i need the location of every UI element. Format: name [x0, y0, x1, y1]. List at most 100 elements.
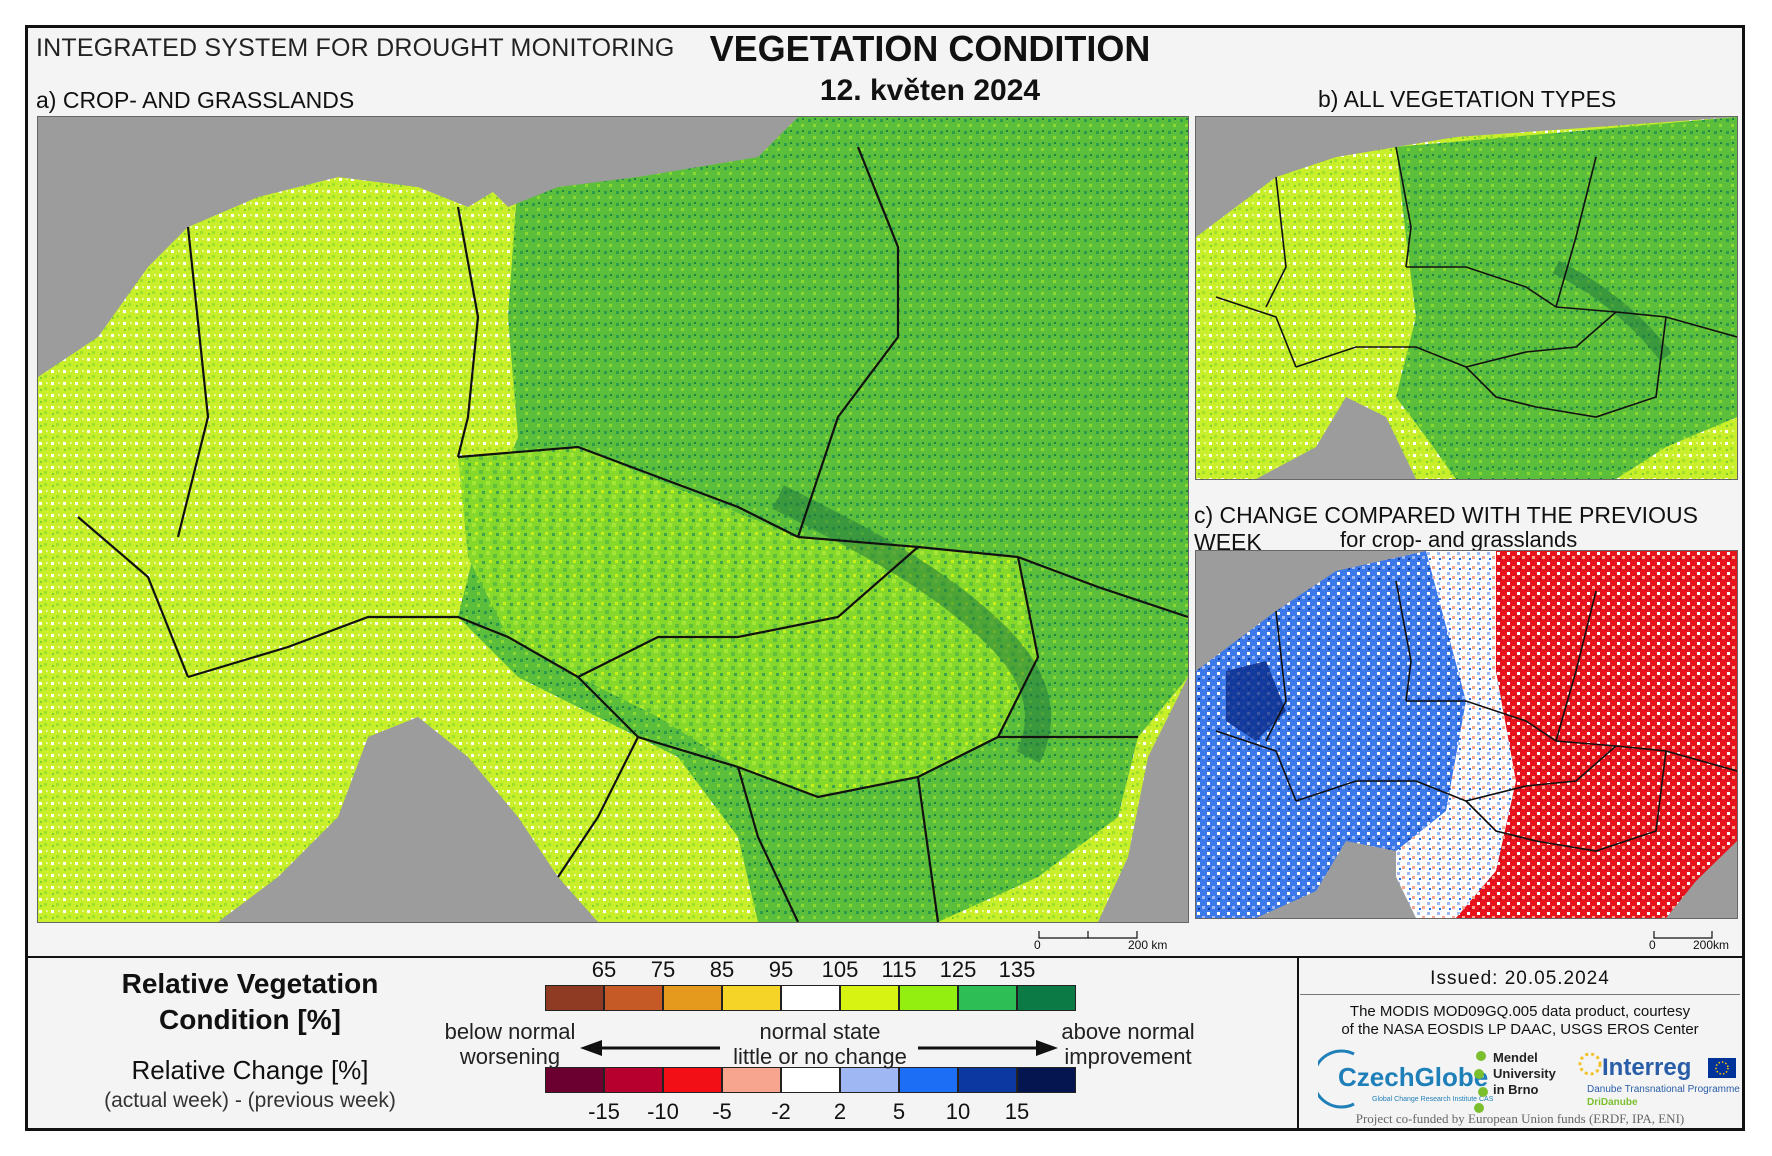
panel-a-label: a) CROP- AND GRASSLANDS: [36, 87, 355, 113]
condition-tick-7: 135: [998, 957, 1036, 982]
scalebar-c-end: 200km: [1693, 938, 1730, 952]
scalebar-c: [1653, 927, 1713, 939]
change-swatch-5: [840, 1067, 899, 1093]
change-tick-1: -10: [647, 1099, 679, 1124]
change-tick-6: 10: [945, 1099, 971, 1124]
condition-swatch-3: [722, 985, 781, 1011]
condition-tick-4: 105: [821, 957, 859, 982]
legend-divider: [28, 956, 1742, 958]
change-tick-3: -2: [771, 1099, 791, 1124]
condition-tick-1: 75: [650, 957, 676, 982]
change-swatch-6: [899, 1067, 958, 1093]
change-tick-4: 2: [833, 1099, 847, 1124]
map-all-vegetation: [1195, 116, 1738, 480]
issued-divider: [1300, 994, 1740, 995]
change-tick-2: -5: [712, 1099, 732, 1124]
change-legend-title: Relative Change [%]: [131, 1055, 369, 1085]
change-blue-west: [1196, 551, 1466, 918]
condition-tick-6: 125: [939, 957, 977, 982]
change-swatch-4: [781, 1067, 840, 1093]
source-line-2: of the NASA EOSDIS LP DAAC, USGS EROS Ce…: [1341, 1021, 1699, 1038]
issued-date: Issued: 20.05.2024: [1430, 968, 1610, 989]
map-crop-grasslands: [37, 116, 1189, 923]
change-legend-note: (actual week) - (previous week): [104, 1089, 396, 1112]
change-tick-5: 5: [892, 1099, 906, 1124]
arrow-right-icon: [918, 1040, 1058, 1056]
land-central: [458, 447, 1038, 797]
country-borders-c: [1215, 580, 1737, 852]
interreg-star-icon: [1578, 1052, 1602, 1076]
main-title: VEGETATION CONDITION: [709, 28, 1151, 69]
map-b-svg: [1196, 117, 1737, 479]
change-swatch-2: [663, 1067, 722, 1093]
credits-divider: [1297, 957, 1299, 1128]
change-red-east: [1456, 551, 1737, 918]
panel-b-label: b) ALL VEGETATION TYPES: [1318, 86, 1617, 112]
mendel-line-3: in Brno: [1493, 1082, 1539, 1097]
improvement-label: improvement: [1064, 1044, 1192, 1069]
scalebar-a-end: 200 km: [1128, 938, 1168, 952]
scalebar-c-graphic: [1653, 931, 1713, 939]
mendel-line-2: University: [1493, 1066, 1556, 1081]
change-mixed-center: [1396, 551, 1516, 918]
change-tick-0: -15: [588, 1099, 620, 1124]
change-swatch-8: [1017, 1067, 1076, 1093]
dridanube-label: DriDanube: [1587, 1097, 1638, 1108]
condition-swatch-2: [663, 985, 722, 1011]
north-sea: [38, 117, 468, 317]
worsening-label: worsening: [459, 1044, 561, 1069]
date-title: 12. květen 2024: [819, 74, 1041, 107]
condition-swatch-7: [958, 985, 1017, 1011]
scalebar-a-zero: 0: [1034, 938, 1041, 952]
adriatic-sea-c: [1336, 841, 1416, 918]
czechglobe-logo: CzechGlobe: [1338, 1062, 1489, 1092]
interreg-logo: Interreg: [1602, 1054, 1692, 1081]
eu-flag-icon: [1708, 1058, 1736, 1078]
change-tick-7: 15: [1004, 1099, 1030, 1124]
change-dark-blue-spot: [1226, 661, 1286, 741]
condition-swatch-1: [604, 985, 663, 1011]
scalebar-a-graphic: [1038, 931, 1138, 939]
change-swatch-1: [604, 1067, 663, 1093]
legend-title-line2: Condition [%]: [159, 1004, 341, 1035]
adriatic-sea-b: [1336, 397, 1416, 479]
black-sea: [1098, 677, 1188, 922]
condition-swatch-4: [781, 985, 840, 1011]
adriatic-sea: [378, 717, 598, 922]
baltic-sea: [468, 117, 798, 207]
country-borders-b: [1215, 146, 1737, 418]
below-normal-label: below normal: [444, 1019, 576, 1044]
little-change-label: little or no change: [733, 1044, 907, 1069]
change-swatch-3: [722, 1067, 781, 1093]
land-b-east: [1396, 117, 1737, 479]
system-title: INTEGRATED SYSTEM FOR DROUGHT MONITORING: [36, 34, 675, 62]
change-swatch-7: [958, 1067, 1017, 1093]
condition-swatch-5: [840, 985, 899, 1011]
map-c-svg: [1196, 551, 1737, 918]
map-weekly-change: [1195, 550, 1738, 919]
condition-swatch-0: [545, 985, 604, 1011]
condition-tick-2: 85: [709, 957, 735, 982]
czechglobe-subtitle: Global Change Research Institute CAS: [1372, 1096, 1494, 1103]
legend-title-line1: Relative Vegetation: [121, 968, 379, 999]
north-sea-c: [1196, 551, 1336, 651]
condition-tick-3: 95: [768, 957, 794, 982]
arrow-left-icon: [580, 1040, 720, 1056]
dark-green-band: [772, 485, 1051, 763]
country-borders: [77, 146, 1188, 922]
dark-green-band-b: [1552, 260, 1672, 362]
funding-note: Project co-funded by European Union fund…: [1355, 1111, 1685, 1126]
condition-swatch-8: [1017, 985, 1076, 1011]
condition-tick-0: 65: [591, 957, 617, 982]
condition-swatch-6: [899, 985, 958, 1011]
interreg-subtitle: Danube Transnational Programme: [1587, 1084, 1740, 1095]
map-a-svg: [38, 117, 1188, 922]
above-normal-label: above normal: [1061, 1019, 1195, 1044]
scalebar-a: [1038, 927, 1138, 939]
mendel-logo-icon: [1474, 1051, 1488, 1113]
panel-c-sublabel: for crop- and grasslands: [1340, 527, 1578, 552]
north-sea-b: [1196, 117, 1396, 217]
mendel-line-1: Mendel: [1493, 1050, 1538, 1065]
normal-state-label: normal state: [759, 1019, 881, 1044]
change-swatch-0: [545, 1067, 604, 1093]
